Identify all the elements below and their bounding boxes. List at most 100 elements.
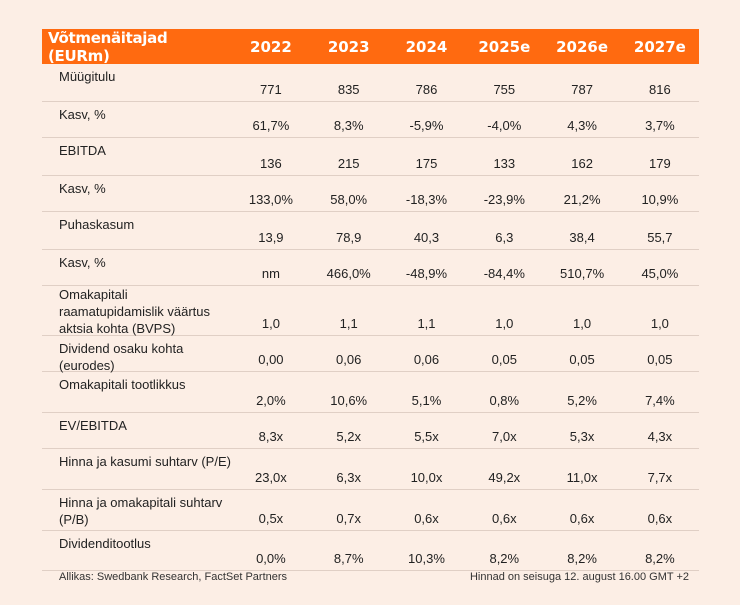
row-label: EBITDA [59, 143, 106, 158]
table-cell: 0,06 [336, 352, 362, 367]
year-header: 2026e [556, 37, 609, 56]
table-cell: 40,3 [413, 230, 440, 245]
table-cell: 5,5x [414, 429, 439, 444]
row-values: 0,00 0,06 0,06 0,05 0,05 0,05 [232, 351, 699, 371]
table-footer: Allikas: Swedbank Research, FactSet Part… [59, 571, 689, 583]
table-cell: 49,2x [488, 470, 521, 485]
table-cell: 0,8% [489, 393, 520, 408]
year-header: 2024 [405, 37, 448, 56]
table-cell: 8,2% [489, 551, 520, 566]
row-values: 23,0x 6,3x 10,0x 49,2x 11,0x 7,7x [232, 469, 699, 489]
table-header: Võtmenäitajad (EURm) 2022 2023 2024 2025… [42, 28, 699, 65]
table-cell: 0,6x [569, 511, 595, 526]
table-row: Puhaskasum 13,9 78,9 40,3 6,3 38,4 55,7 [42, 212, 699, 250]
row-label: Hinna ja omakapitali suhtarv (P/B) [59, 495, 223, 527]
table-cell: 0,05 [569, 352, 595, 367]
row-values: 13,9 78,9 40,3 6,3 38,4 55,7 [232, 229, 699, 249]
row-values: 0,5x 0,7x 0,6x 0,6x 0,6x 0,6x [232, 510, 699, 530]
table-cell: 0,6x [414, 511, 439, 526]
table-row: Hinna ja omakapitali suhtarv (P/B) 0,5x 0,… [42, 490, 699, 531]
row-label: Müügitulu [59, 69, 116, 84]
table-cell: 0,05 [647, 352, 673, 367]
table-cell: 1,0 [261, 316, 280, 331]
row-values: 8,3x 5,2x 5,5x 7,0x 5,3x 4,3x [232, 428, 699, 448]
table-cell: 816 [649, 82, 671, 97]
table-cell: 10,0x [410, 470, 443, 485]
table-cell: 786 [415, 82, 438, 97]
prices-note: Hinnad on seisuga 12. august 16.00 GMT +… [469, 571, 689, 583]
table-cell: 215 [337, 156, 360, 171]
row-values: 771 835 786 755 787 816 [232, 81, 699, 101]
table-cell: 136 [260, 156, 282, 171]
table-cell: 10,6% [330, 393, 368, 408]
table-cell: 466,0% [326, 266, 371, 281]
table-cell: nm [261, 266, 280, 281]
table-row: Dividend osaku kohta (eurodes) 0,00 0,06 0,… [42, 336, 699, 373]
table-cell: 1,0 [495, 316, 514, 331]
table-row: Omakapitali raamatupidamislik väärtus ak… [42, 286, 699, 336]
table-cell: 787 [571, 82, 593, 97]
table-cell: 7,7x [647, 470, 673, 485]
year-header: 2022 [250, 37, 292, 56]
year-header: 2027e [633, 37, 686, 56]
row-label: Dividend osaku kohta (eurodes) [59, 341, 184, 373]
table-cell: 10,9% [641, 192, 679, 207]
header-label: Võtmenäitajad (EURm) [48, 28, 168, 65]
row-label: Puhaskasum [59, 217, 135, 232]
table-cell: 0,06 [413, 352, 440, 367]
table-cell: 38,4 [569, 230, 595, 245]
table-cell: 1,0 [650, 316, 669, 331]
table-cell: 835 [337, 82, 360, 97]
table-cell: 7,4% [645, 393, 675, 408]
table-cell: 0,6x [647, 511, 673, 526]
year-header: 2023 [327, 37, 370, 56]
table-cell: -48,9% [405, 266, 448, 281]
table-row: EV/EBITDA 8,3x 5,2x 5,5x 7,0x 5,3x 4,3x [42, 413, 699, 449]
table-cell: 5,2% [567, 393, 597, 408]
table-cell: 55,7 [647, 230, 673, 245]
table-cell: 1,1 [417, 316, 436, 331]
table-cell: 5,3x [569, 429, 595, 444]
table-cell: 175 [415, 156, 438, 171]
table-cell: 1,1 [339, 316, 358, 331]
table-body: Müügitulu 771 835 786 755 787 816 Kasv, % 61,7% 8… [42, 64, 699, 571]
table-row: Omakapitali tootlikkus 2,0% 10,6% 5,1% 0,8% 5… [42, 372, 699, 413]
row-values: 133,0% 58,0% -18,3% -23,9% 21,2% 10,9% [232, 191, 699, 211]
row-label: Dividenditootlus [59, 536, 151, 551]
table-cell: 771 [260, 82, 282, 97]
table-cell: 4,3% [567, 118, 597, 133]
row-label: Omakapitali tootlikkus [59, 377, 186, 392]
row-values: 61,7% 8,3% -5,9% -4,0% 4,3% 3,7% [232, 117, 699, 137]
table-cell: 7,0x [492, 429, 517, 444]
row-label: Kasv, % [59, 255, 106, 270]
year-header: 2025e [478, 37, 531, 56]
table-cell: 3,7% [645, 118, 675, 133]
row-label: Omakapitali raamatupidamislik väärtus ak… [59, 287, 211, 336]
table-cell: 162 [571, 156, 593, 171]
table-cell: 755 [493, 82, 516, 97]
table-row: EBITDA 136 215 175 133 162 179 [42, 138, 699, 176]
table-cell: 1,0 [573, 316, 592, 331]
table-cell: 5,2x [336, 429, 361, 444]
table-cell: 61,7% [252, 118, 290, 133]
table-cell: -23,9% [483, 192, 525, 207]
source-note: Allikas: Swedbank Research, FactSet Part… [59, 571, 288, 583]
table-cell: 45,0% [641, 266, 679, 281]
table-row: Kasv, % nm 466,0% -48,9% -84,4% 510,7% 45,0% [42, 250, 699, 286]
table-cell: 8,3% [333, 118, 364, 133]
row-values: 1,0 1,1 1,1 1,0 1,0 1,0 [232, 315, 699, 335]
table-cell: 0,5x [258, 511, 284, 526]
row-label: EV/EBITDA [59, 418, 127, 433]
table-cell: 0,00 [258, 352, 284, 367]
table-cell: 133,0% [248, 192, 293, 207]
table-cell: 179 [649, 156, 671, 171]
table-row: Kasv, % 133,0% 58,0% -18,3% -23,9% 21,2% 10,9% [42, 176, 699, 212]
table-cell: 8,2% [645, 551, 675, 566]
table-cell: 6,3x [336, 470, 361, 485]
table-cell: 0,6x [492, 511, 517, 526]
table-cell: 8,3x [258, 429, 284, 444]
row-label: Kasv, % [59, 107, 106, 122]
row-label: Kasv, % [59, 181, 106, 196]
table-cell: -84,4% [483, 266, 525, 281]
table-row: Kasv, % 61,7% 8,3% -5,9% -4,0% 4,3% 3,7% [42, 102, 699, 138]
